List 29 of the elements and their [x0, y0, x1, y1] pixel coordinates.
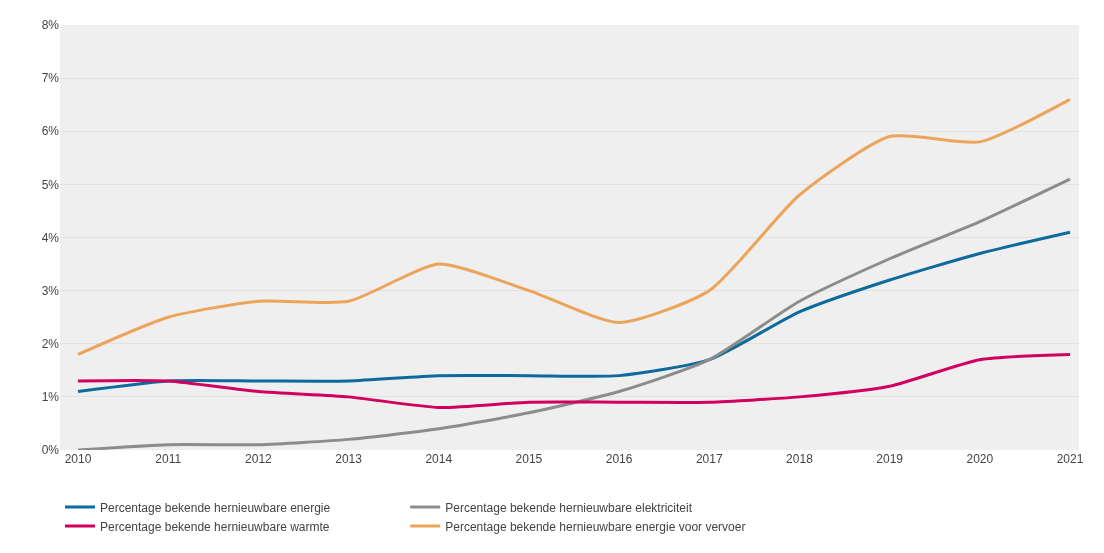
- y-tick-label: 0%: [41, 443, 60, 458]
- y-tick-label: 4%: [41, 230, 60, 245]
- legend-label: Percentage bekende hernieuwbare warmte: [100, 519, 330, 534]
- y-tick-label: 6%: [41, 124, 60, 139]
- line-series: [76, 97, 1072, 356]
- x-tick-label: 2016: [605, 452, 633, 466]
- x-tick-label: 2017: [695, 452, 723, 466]
- x-tick-label: 2013: [335, 452, 363, 466]
- line-series: [76, 177, 1072, 450]
- x-tick-label: 2012: [245, 452, 273, 466]
- x-tick-label: 2020: [966, 452, 994, 466]
- x-tick-label: 2014: [425, 452, 453, 466]
- y-tick-label: 7%: [41, 71, 60, 86]
- x-tick-label: 2015: [515, 452, 543, 466]
- x-tick-label: 2011: [155, 452, 182, 466]
- y-tick-label: 2%: [41, 336, 60, 351]
- legend-label: Percentage bekende hernieuwbare energie voor vervoer: [445, 519, 746, 534]
- x-tick-label: 2018: [786, 452, 814, 466]
- y-tick-label: 8%: [41, 18, 60, 33]
- line-series: [76, 230, 1072, 394]
- y-tick-label: 3%: [41, 283, 60, 298]
- x-tick-label: 2019: [876, 452, 904, 466]
- legend-label: Percentage bekende hernieuwbare elektriciteit: [445, 500, 693, 515]
- legend-label: Percentage bekende hernieuwbare energie: [100, 500, 331, 515]
- y-tick-label: 5%: [41, 177, 60, 192]
- y-tick-label: 1%: [41, 390, 60, 405]
- line-series: [76, 352, 1072, 409]
- x-tick-label: 2010: [64, 452, 92, 466]
- x-tick-label: 2021: [1056, 452, 1084, 466]
